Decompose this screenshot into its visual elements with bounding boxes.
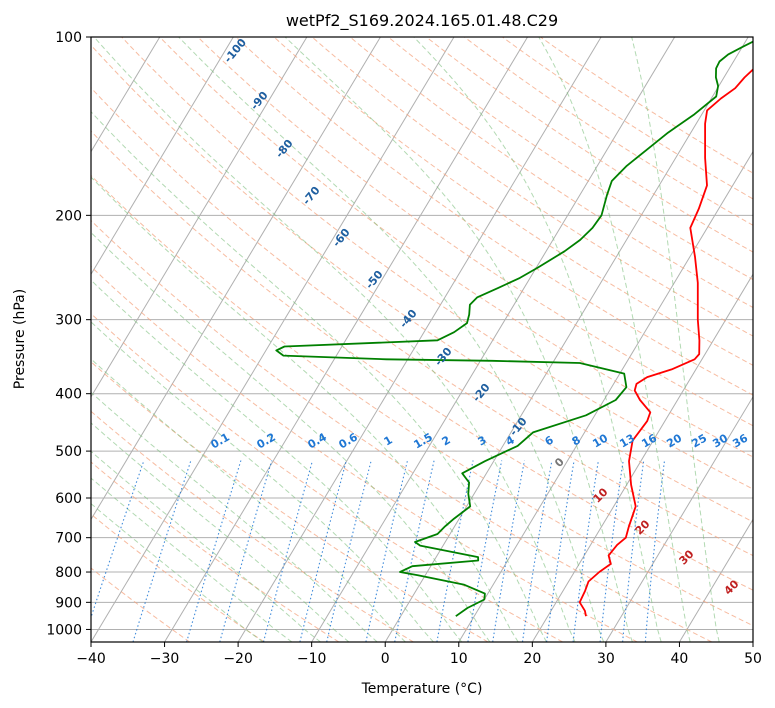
y-axis-ticks: 100 200 300 400 500 600 700 800 900 1000 (46, 30, 91, 638)
temperature-profile-line (578, 68, 753, 617)
dry-adiabat (540, 37, 753, 174)
x-axis-ticks: −40 −30 −20 −10 0 10 20 30 40 50 (76, 642, 762, 667)
plot-frame (90, 36, 754, 643)
isotherm-line (531, 273, 753, 642)
dry-adiabat (159, 37, 753, 458)
moist-adiabat (91, 231, 491, 642)
mixing-ratio-line (262, 460, 314, 642)
chart-title: wetPf2_S169.2024.165.01.48.C29 (286, 11, 558, 31)
mixing-ratio-line (299, 460, 347, 642)
y-tick-label: 400 (55, 387, 82, 403)
x-tick-label: 50 (744, 651, 762, 667)
y-tick-label: 500 (55, 444, 82, 460)
adiabat-and-mixing-ratio-lines (91, 37, 753, 642)
x-tick-label: −10 (297, 651, 327, 667)
isotherm-line (91, 37, 161, 153)
y-tick-label: 100 (55, 30, 82, 46)
mixing-ratio-line (492, 460, 526, 642)
dry-adiabat (91, 87, 753, 557)
mixing-ratio-line (644, 460, 666, 642)
dewpoint-profile-line (275, 40, 753, 617)
dry-adiabat (91, 130, 753, 591)
isotherm-line (605, 395, 753, 642)
mixing-ratio-line (394, 460, 435, 642)
y-tick-label: 700 (55, 531, 82, 547)
dry-adiabat (273, 37, 753, 366)
isotherm-line (91, 37, 455, 642)
x-tick-label: 10 (450, 651, 468, 667)
x-tick-label: 40 (671, 651, 689, 667)
dry-adiabat (463, 37, 753, 226)
dry-adiabat (349, 37, 753, 309)
isotherm-line (91, 37, 308, 398)
moist-adiabat (91, 176, 519, 642)
mixing-ratio-line (546, 460, 575, 642)
moist-adiabat (91, 279, 463, 642)
x-axis-label: Temperature (°C) (361, 681, 483, 697)
mixing-ratio-line (521, 460, 553, 642)
dry-adiabat (91, 174, 753, 627)
dry-adiabat (121, 37, 753, 490)
y-tick-label: 200 (55, 208, 82, 224)
mixing-ratio-line (219, 460, 273, 642)
dry-adiabat (91, 461, 340, 642)
profile-series (275, 40, 753, 617)
dry-adiabat (91, 265, 638, 642)
mixing-ratio-line (365, 460, 409, 642)
mixing-ratio-line (467, 460, 503, 642)
dry-adiabat (91, 219, 713, 642)
mixing-ratio-line (572, 460, 599, 642)
dry-adiabat (91, 361, 489, 642)
moist-adiabat (91, 321, 434, 642)
mixing-ratio-line (622, 460, 645, 642)
isotherm-line (164, 37, 528, 642)
y-axis-label: Pressure (hPa) (12, 289, 28, 389)
moist-adiabat (91, 477, 293, 642)
isotherm-line (91, 37, 381, 521)
y-tick-label: 900 (55, 595, 82, 611)
x-tick-label: −40 (76, 651, 106, 667)
y-tick-label: 1000 (46, 622, 82, 638)
x-tick-label: −20 (223, 651, 253, 667)
y-tick-label: 300 (55, 313, 82, 329)
moist-adiabat (91, 110, 547, 642)
y-tick-label: 600 (55, 491, 82, 507)
isotherm-line (679, 518, 753, 642)
moist-adiabat (413, 37, 662, 642)
dry-adiabat (91, 410, 414, 642)
moist-adiabat (91, 358, 406, 642)
dry-adiabat (91, 312, 563, 642)
x-tick-label: −30 (150, 651, 180, 667)
x-tick-label: 0 (381, 651, 390, 667)
mixing-ratio-line (326, 460, 372, 642)
dry-adiabat (235, 37, 753, 396)
moist-adiabat (93, 37, 576, 642)
isotherm-line (384, 37, 749, 642)
moist-adiabat (284, 37, 633, 642)
isotherm-line (237, 37, 602, 642)
mixing-ratio-line (436, 460, 474, 642)
isotherm-line (91, 37, 234, 276)
isotherm-line (458, 150, 753, 642)
x-tick-label: 20 (523, 651, 541, 667)
moist-adiabat (91, 391, 378, 642)
moist-adiabat (631, 37, 720, 642)
dry-adiabat (197, 37, 753, 427)
y-tick-label: 800 (55, 565, 82, 581)
mixing-ratio-line (599, 460, 624, 642)
moist-adiabat (91, 450, 321, 642)
dry-adiabat (91, 513, 265, 642)
dry-adiabat (425, 37, 753, 253)
x-tick-label: 30 (597, 651, 615, 667)
